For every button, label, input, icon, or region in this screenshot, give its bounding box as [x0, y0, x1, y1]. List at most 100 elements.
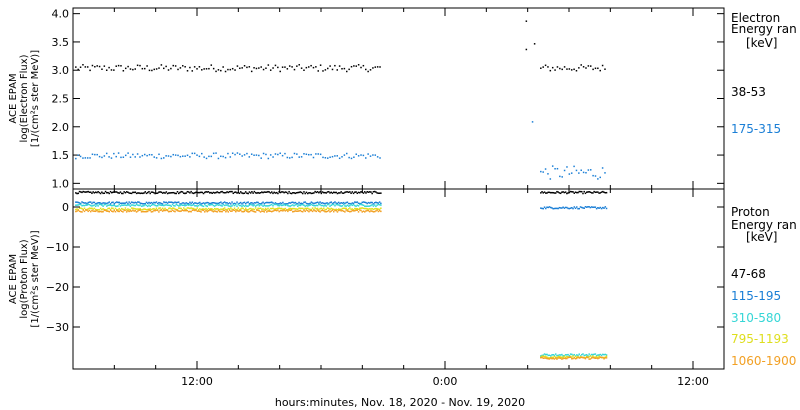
proton-data-point: [149, 208, 151, 210]
proton-data-point: [97, 210, 99, 213]
proton-data-point: [252, 210, 254, 213]
electron-data-point: [205, 157, 208, 160]
proton-data-point: [266, 191, 268, 193]
electron-data-point: [353, 65, 355, 67]
proton-data-point: [548, 357, 551, 359]
proton-data-point: [83, 210, 86, 213]
proton-data-point: [257, 203, 259, 206]
electron-data-point: [234, 69, 236, 71]
proton-data-point: [304, 210, 306, 213]
proton-data-point: [589, 191, 592, 193]
electron-data-point: [338, 157, 341, 160]
electron-data-point: [193, 152, 196, 155]
proton-data-point: [376, 208, 378, 210]
proton-data-point: [289, 209, 292, 212]
proton-ytick-label: −20: [46, 281, 69, 294]
proton-data-point: [553, 207, 556, 210]
proton-data-point: [573, 356, 576, 359]
proton-data-point: [222, 202, 225, 204]
proton-data-point: [547, 191, 550, 194]
proton-data-point: [335, 203, 337, 206]
proton-data-point: [572, 191, 574, 193]
proton-data-point: [133, 191, 135, 194]
proton-plot-frame: [72, 188, 725, 370]
proton-data-point: [215, 210, 217, 213]
electron-data-point: [367, 70, 369, 73]
proton-data-point: [599, 192, 602, 194]
proton-data-point: [174, 201, 176, 203]
proton-data-point: [293, 205, 295, 207]
proton-data-point: [262, 201, 264, 204]
proton-data-point: [303, 204, 305, 206]
proton-data-point: [329, 205, 331, 207]
proton-data-point: [106, 191, 108, 194]
proton-data-point: [221, 210, 223, 213]
proton-data-point: [159, 204, 161, 206]
proton-legend-title: Energy ran: [731, 218, 797, 232]
proton-data-point: [589, 355, 592, 357]
proton-data-point: [278, 210, 280, 213]
proton-data-point: [78, 203, 81, 206]
electron-y-axis-label-line: ACE EPAM: [8, 73, 19, 123]
proton-data-point: [344, 207, 346, 210]
proton-data-point: [368, 202, 371, 204]
electron-data-point: [573, 68, 575, 71]
proton-data-point: [156, 204, 159, 207]
proton-data-point: [151, 210, 154, 213]
proton-data-point: [605, 355, 608, 357]
proton-data-point: [571, 356, 573, 358]
electron-data-point: [533, 43, 536, 45]
proton-data-point: [119, 191, 122, 193]
proton-data-point: [197, 202, 200, 204]
proton-data-point: [306, 203, 309, 205]
proton-data-point: [129, 202, 132, 205]
proton-data-point: [238, 202, 241, 205]
proton-data-point: [380, 210, 382, 213]
proton-data-point: [177, 207, 180, 209]
proton-data-point: [584, 192, 587, 195]
proton-data-point: [288, 190, 290, 193]
proton-data-point: [354, 201, 356, 203]
proton-data-point: [326, 202, 329, 204]
proton-data-point: [122, 192, 124, 195]
proton-data-point: [199, 191, 201, 194]
proton-data-point: [360, 209, 362, 212]
proton-data-point: [595, 355, 598, 358]
proton-data-point: [151, 203, 154, 206]
proton-data-point: [546, 192, 548, 194]
proton-data-point: [82, 190, 85, 193]
proton-data-point: [303, 209, 305, 212]
proton-data-point: [101, 203, 103, 205]
proton-data-point: [595, 191, 598, 193]
proton-data-point: [545, 207, 547, 210]
proton-data-point: [253, 204, 256, 206]
proton-data-point: [204, 202, 206, 205]
proton-data-point: [101, 191, 103, 193]
proton-data-point: [372, 211, 375, 213]
proton-data-point: [547, 358, 550, 360]
proton-data-point: [567, 192, 569, 194]
proton-data-point: [135, 211, 138, 213]
electron-data-point: [296, 153, 298, 155]
proton-data-point: [221, 190, 223, 193]
proton-data-point: [357, 208, 360, 210]
proton-data-point: [115, 201, 118, 203]
proton-data-point: [373, 204, 376, 206]
proton-data-point: [189, 192, 191, 194]
electron-data-point: [303, 153, 305, 155]
proton-data-point: [222, 203, 225, 206]
proton-data-point: [354, 207, 356, 210]
electron-data-point: [587, 65, 590, 67]
proton-data-point: [350, 192, 352, 195]
electron-data-point: [127, 65, 129, 68]
proton-data-point: [380, 192, 382, 194]
proton-data-point: [267, 205, 269, 207]
electron-data-point: [286, 156, 289, 159]
proton-ytick-label: −10: [46, 241, 69, 254]
proton-data-point: [329, 211, 331, 213]
proton-data-point: [289, 202, 292, 204]
proton-data-point: [564, 206, 567, 209]
proton-data-point: [553, 192, 556, 194]
electron-data-point: [274, 153, 277, 155]
proton-data-point: [554, 192, 557, 194]
